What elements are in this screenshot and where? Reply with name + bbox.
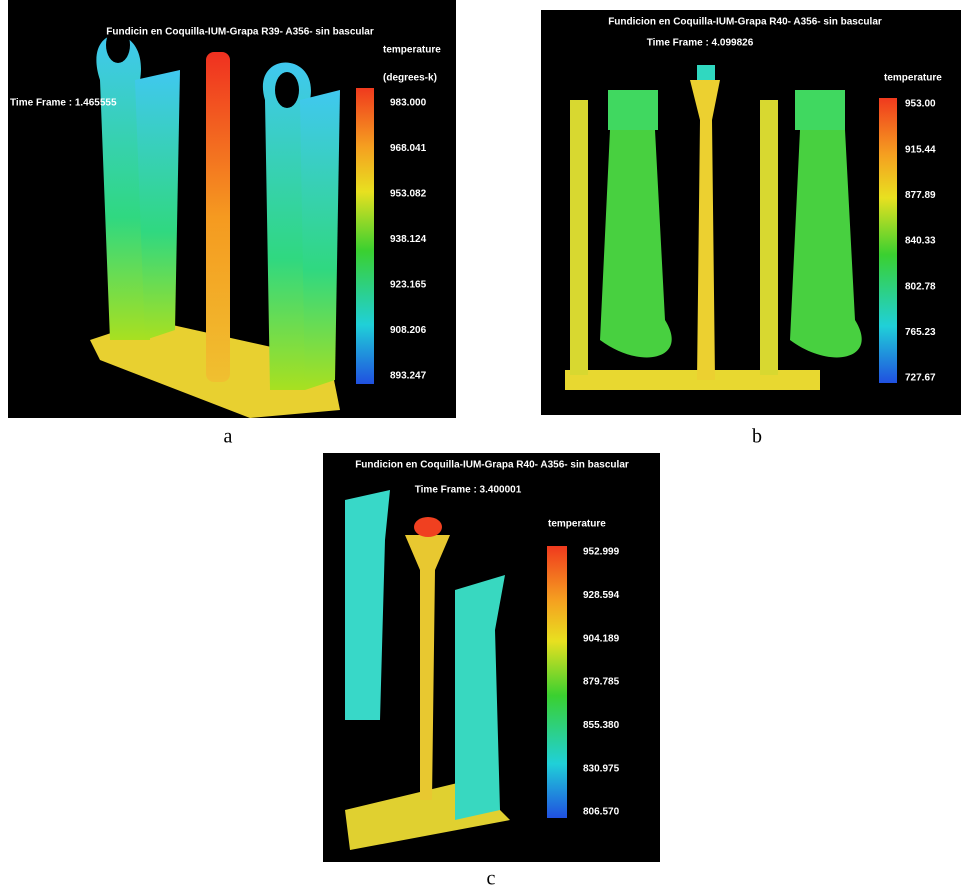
casting-runner (565, 370, 820, 390)
casting-head (795, 90, 845, 130)
legend-label: temperature (383, 45, 441, 56)
legend-unit: (degrees-k) (383, 73, 437, 84)
figure: Fundicin en Coquilla-IUM-Grapa R39- A356… (0, 0, 961, 892)
legend-label: temperature (548, 519, 606, 530)
legend-tick-label: 806.570 (583, 807, 620, 818)
caption: c (487, 868, 496, 890)
color-bar (356, 88, 374, 384)
casting-hole (275, 72, 299, 108)
legend-tick-label: 952.999 (583, 547, 620, 558)
time-frame: Time Frame : 4.099826 (647, 38, 754, 49)
legend-tick-label: 953.082 (390, 189, 427, 200)
caption: b (752, 426, 762, 448)
legend-tick-label: 983.000 (390, 98, 427, 109)
legend-tick-label: 923.165 (390, 280, 427, 291)
legend-label: temperature (884, 73, 942, 84)
legend-tick-label: 908.206 (390, 325, 427, 336)
casting-head (608, 90, 658, 130)
legend-tick-label: 802.78 (905, 281, 936, 292)
color-bar (879, 98, 897, 383)
legend-tick-label: 840.33 (905, 236, 936, 247)
time-frame: Time Frame : 3.400001 (415, 485, 522, 496)
casting-cup (697, 65, 715, 80)
casting-arm (300, 90, 340, 390)
panel-b: Fundicion en Coquilla-IUM-Grapa R40- A35… (541, 10, 961, 415)
legend-tick-label: 938.124 (390, 234, 427, 245)
legend-tick-label: 727.67 (905, 373, 936, 384)
legend-tick-label: 893.247 (390, 371, 427, 382)
casting-cup (414, 517, 442, 537)
legend-tick-label: 915.44 (905, 144, 936, 155)
legend-tick-label: 877.89 (905, 190, 936, 201)
panel-a: Fundicin en Coquilla-IUM-Grapa R39- A356… (8, 0, 456, 418)
legend-tick-label: 879.785 (583, 677, 620, 688)
legend-tick-label: 953.00 (905, 99, 936, 110)
panel-title: Fundicion en Coquilla-IUM-Grapa R40- A35… (355, 460, 629, 471)
panel-c: Fundicion en Coquilla-IUM-Grapa R40- A35… (323, 453, 660, 862)
legend-tick-label: 968.041 (390, 143, 427, 154)
legend-tick-label: 830.975 (583, 763, 620, 774)
legend-tick-label: 765.23 (905, 327, 936, 338)
legend-tick-label: 855.380 (583, 720, 620, 731)
time-frame: Time Frame : 1.465555 (10, 98, 117, 109)
casting-riser (760, 100, 778, 375)
panel-title: Fundicion en Coquilla-IUM-Grapa R40- A35… (608, 17, 882, 28)
casting-sprue (206, 52, 230, 382)
caption: a (224, 426, 233, 448)
legend-tick-label: 928.594 (583, 590, 620, 601)
panel-title: Fundicin en Coquilla-IUM-Grapa R39- A356… (106, 27, 374, 38)
casting-riser (570, 100, 588, 375)
color-bar (547, 546, 567, 818)
panel-background (541, 10, 961, 415)
legend-tick-label: 904.189 (583, 633, 620, 644)
